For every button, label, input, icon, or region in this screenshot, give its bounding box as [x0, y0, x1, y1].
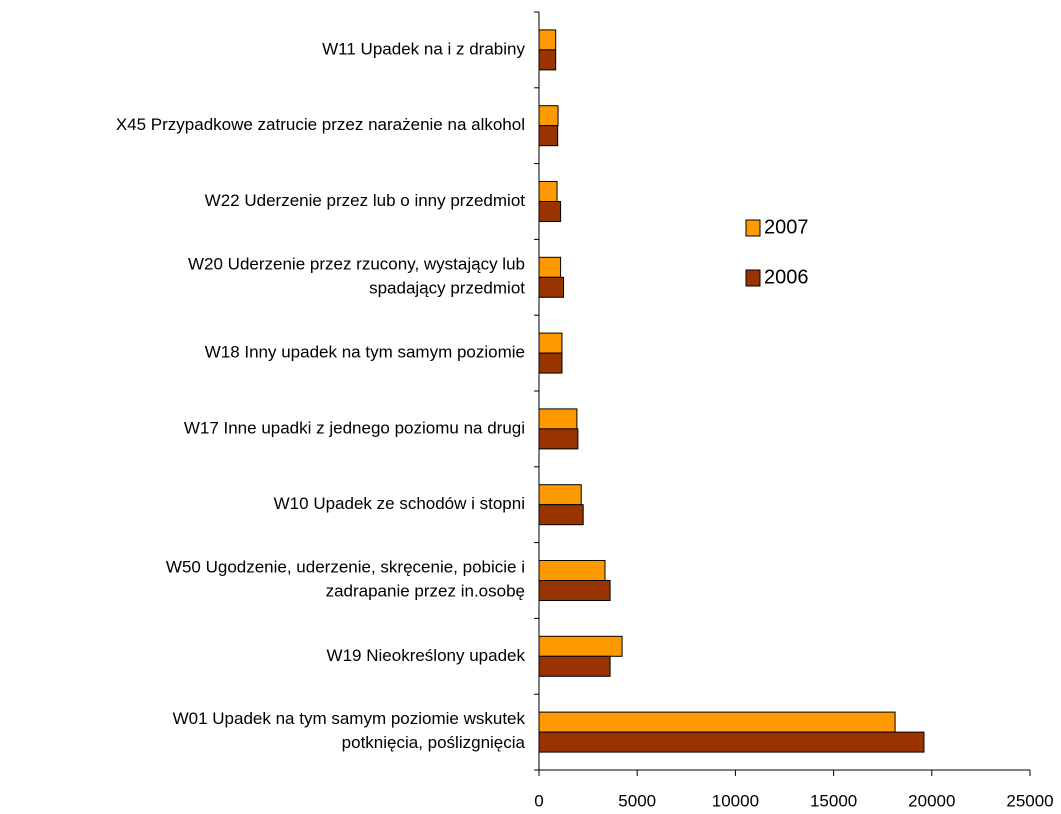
bar: [538, 352, 563, 374]
bar: [538, 711, 896, 733]
x-tick-label: 5000: [618, 791, 656, 810]
y-tick-label: W18 Inny upadek na tym samym poziomie: [205, 343, 525, 362]
legend-swatch: [745, 219, 761, 237]
x-tick-label: 0: [534, 791, 543, 810]
y-tick-label: W17 Inne upadki z jednego poziomu na dru…: [184, 418, 525, 437]
bar: [538, 408, 578, 430]
bar: [538, 125, 559, 147]
x-tick-label: 25000: [1006, 791, 1053, 810]
bar: [538, 201, 562, 222]
bar: [538, 256, 562, 278]
x-tick-label: 10000: [712, 791, 759, 810]
x-tick-label: 20000: [908, 791, 955, 810]
bar: [538, 731, 925, 753]
y-tick-label: W20 Uderzenie przez rzucony, wystający l…: [188, 255, 525, 298]
bar: [538, 635, 623, 657]
bar: [538, 105, 559, 127]
bar: [538, 29, 557, 51]
bar: [538, 181, 558, 202]
bar: [538, 504, 584, 526]
y-tick-label: W01 Upadek na tym samym poziomie wskutek…: [173, 710, 526, 753]
bar: [538, 655, 611, 677]
bar: [538, 276, 565, 298]
y-tick-label: W11 Upadek na i z drabiny: [322, 39, 525, 58]
legend-label: 2006: [764, 266, 809, 288]
legend-swatch: [745, 269, 761, 287]
y-tick-label: W22 Uderzenie przez lub o inny przedmiot: [205, 191, 526, 210]
bar: [538, 428, 579, 450]
bar: [538, 484, 582, 506]
bar: [538, 580, 611, 601]
bar: [538, 49, 557, 71]
y-tick-label: X45 Przypadkowe zatrucie przez narażenie…: [116, 115, 525, 134]
y-tick-label: W10 Upadek ze schodów i stopni: [274, 494, 525, 513]
x-tick-label: 15000: [810, 791, 857, 810]
bar: [538, 560, 606, 581]
legend-label: 2007: [764, 216, 809, 238]
bar: [538, 332, 563, 354]
y-tick-label: W19 Nieokreślony upadek: [327, 646, 526, 665]
y-tick-label: W50 Ugodzenie, uderzenie, skręcenie, pob…: [166, 558, 525, 601]
